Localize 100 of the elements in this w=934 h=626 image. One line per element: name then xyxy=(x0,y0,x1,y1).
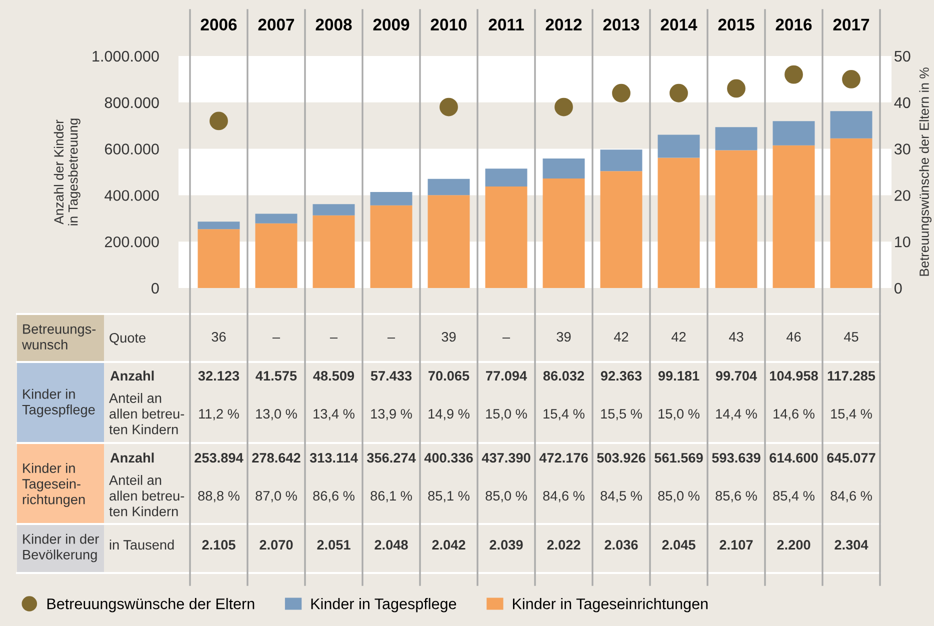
y2-tick-label: 0 xyxy=(894,282,902,294)
data-label: 561.569 xyxy=(654,453,703,463)
bar xyxy=(658,134,700,158)
text: 2.022 xyxy=(547,540,580,550)
bar xyxy=(255,214,298,224)
text: 2.048 xyxy=(374,540,408,550)
bar xyxy=(715,150,758,288)
bar xyxy=(600,150,642,172)
data-label: 41.575 xyxy=(256,371,297,381)
text: 15,0 % xyxy=(658,409,700,420)
text: 88,8 % xyxy=(198,491,240,502)
text: 85,6 % xyxy=(716,491,757,502)
point xyxy=(670,84,688,102)
x-tick-label: 2016 xyxy=(776,18,812,30)
text: 84,6 % xyxy=(543,491,584,502)
text: Kinder in Tagesein- richtungen xyxy=(22,463,85,507)
point xyxy=(784,65,803,84)
bar xyxy=(772,121,815,146)
data-label: 99.181 xyxy=(658,371,700,381)
text: 13,9 % xyxy=(371,409,412,420)
text: 14,9 % xyxy=(428,409,470,420)
x-tick-label: 2012 xyxy=(546,18,582,30)
x-tick-label: 2008 xyxy=(316,18,352,30)
text: 2.200 xyxy=(777,540,810,550)
text: 15,4 % xyxy=(831,409,872,420)
bar xyxy=(370,192,412,206)
text: 87,0 % xyxy=(256,491,297,502)
text: 15,5 % xyxy=(601,409,642,420)
text: – xyxy=(502,338,510,339)
x-tick-label: 2010 xyxy=(430,18,467,30)
point xyxy=(842,70,860,88)
text: 85,4 % xyxy=(773,491,814,502)
text: 13,4 % xyxy=(314,409,354,420)
bar xyxy=(428,195,470,288)
legend-label: Kinder in Tageseinrichtungen xyxy=(513,598,708,612)
text: Anteil an allen betreu- ten Kindern xyxy=(109,393,184,434)
y-tick-label: 1.000.000 xyxy=(92,50,159,62)
text: – xyxy=(387,338,396,339)
text: 2.304 xyxy=(834,540,868,550)
text: 86,1 % xyxy=(370,491,412,502)
text: 14,6 % xyxy=(774,409,814,420)
bar xyxy=(198,222,240,230)
bar xyxy=(198,229,240,288)
data-label: 32.123 xyxy=(198,371,240,381)
x-tick-label: 2015 xyxy=(718,18,754,30)
data-label: 77.094 xyxy=(486,371,527,381)
bar xyxy=(428,178,470,196)
bar xyxy=(830,138,872,288)
data-label: 278.642 xyxy=(252,453,300,463)
text: Quote xyxy=(110,333,146,346)
y2-tick-label: 50 xyxy=(894,50,910,62)
bar xyxy=(600,171,642,288)
text: Kinder in der Bevölkerung xyxy=(23,534,99,562)
text: 2.039 xyxy=(490,540,523,550)
bar xyxy=(255,223,298,288)
bar xyxy=(542,158,585,178)
bar xyxy=(542,178,585,288)
data-label: 36 xyxy=(212,332,226,342)
bar xyxy=(715,127,758,150)
data-label: 437.390 xyxy=(482,453,530,463)
y-tick-label: 600.000 xyxy=(105,144,159,154)
y-tick-label: 800.000 xyxy=(104,97,159,108)
data-label: 46 xyxy=(786,332,801,342)
text: Anteil an allen betreu- ten Kindern xyxy=(109,475,184,516)
bar xyxy=(485,168,528,187)
data-label: 593.639 xyxy=(712,453,760,463)
y-tick-label: 200.000 xyxy=(104,236,159,248)
text: 13,0 % xyxy=(256,409,297,420)
data-label: 45 xyxy=(844,332,858,342)
data-label: 70.065 xyxy=(428,371,470,381)
x-tick-label: 2014 xyxy=(660,18,698,30)
text: 11,2 % xyxy=(199,409,239,420)
bar xyxy=(772,145,815,288)
bar xyxy=(312,215,355,288)
text: 14,4 % xyxy=(716,409,757,420)
x-tick-label: 2009 xyxy=(373,18,410,30)
data-label: 313.114 xyxy=(310,453,358,463)
legend-label: Kinder in Tagespflege xyxy=(311,598,456,612)
bar xyxy=(658,158,700,288)
x-tick-label: 2011 xyxy=(488,18,524,30)
data-label: 42 xyxy=(614,332,628,342)
data-label: 400.336 xyxy=(424,453,473,463)
data-label: 39 xyxy=(556,332,571,342)
y-tick-label: 0 xyxy=(152,282,159,294)
y2-tick-label: 40 xyxy=(894,97,910,108)
data-label: 99.704 xyxy=(716,371,757,381)
data-label: 43 xyxy=(728,332,744,342)
text: 85,1 % xyxy=(428,491,470,502)
x-tick-label: 2013 xyxy=(603,18,640,31)
data-label: 104.958 xyxy=(770,371,818,381)
text: 2.051 xyxy=(317,540,350,550)
text: 2.105 xyxy=(202,540,236,550)
data-label: 645.077 xyxy=(827,453,876,463)
text: 2.107 xyxy=(720,540,753,550)
text: in Tausend xyxy=(110,540,174,550)
y2-tick-label: 10 xyxy=(895,236,910,248)
x-tick-label: 2006 xyxy=(200,18,237,30)
point xyxy=(554,98,573,116)
bar xyxy=(830,111,872,138)
point xyxy=(612,84,630,102)
